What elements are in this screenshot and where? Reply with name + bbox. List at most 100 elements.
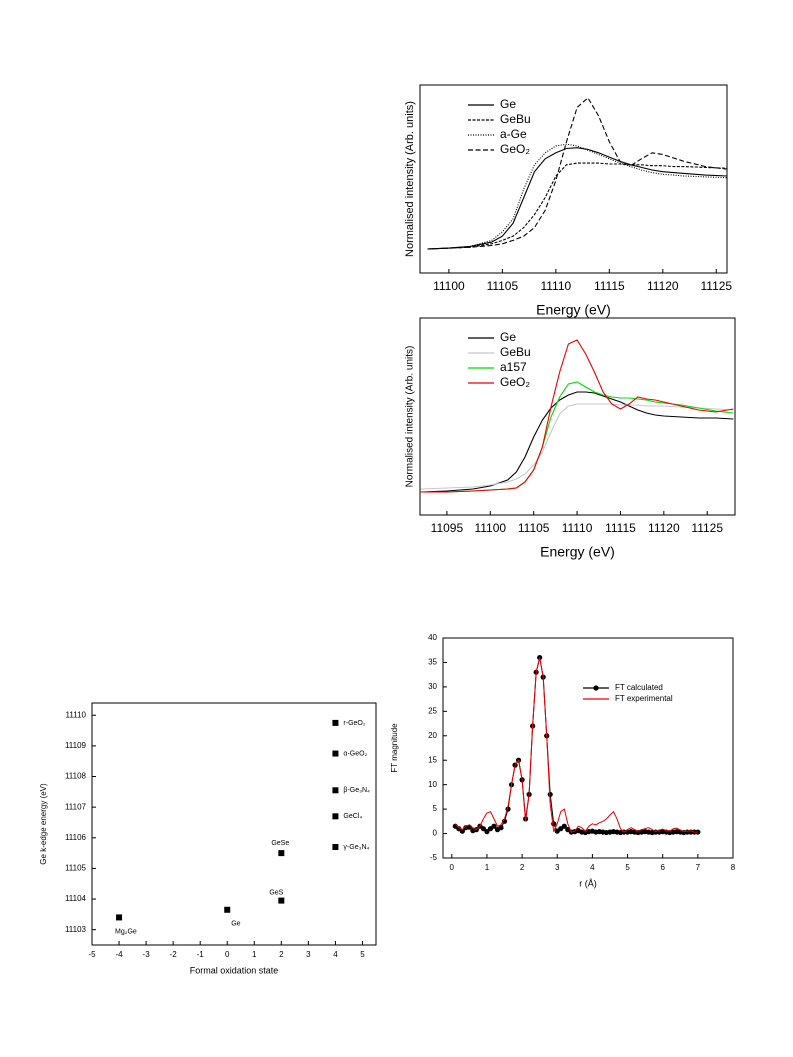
series-line xyxy=(420,381,734,493)
y-tick-label: 11108 xyxy=(65,772,87,781)
x-axis-label: r (Å) xyxy=(579,879,597,889)
legend-marker xyxy=(593,685,599,691)
x-tick-label: 4 xyxy=(333,950,338,959)
y-tick-label: -5 xyxy=(430,853,438,862)
data-point xyxy=(501,818,508,824)
series-line xyxy=(454,657,698,833)
legend-label: GeBu xyxy=(500,345,531,359)
x-tick-label: -3 xyxy=(143,950,151,959)
data-point xyxy=(484,829,490,835)
x-tick-label: 2 xyxy=(520,863,525,872)
x-tick-label: 11120 xyxy=(648,521,680,535)
x-tick-label: 11105 xyxy=(487,279,519,293)
x-tick-label: 5 xyxy=(625,863,630,872)
x-tick-label: 11105 xyxy=(518,521,550,535)
x-tick-label: 11095 xyxy=(431,521,464,535)
plot-frame xyxy=(419,317,736,516)
y-tick-label: 11106 xyxy=(65,833,87,842)
y-tick-label: 11109 xyxy=(65,741,87,750)
x-tick-label: 11115 xyxy=(594,279,625,293)
y-tick-label: 30 xyxy=(428,682,437,691)
point-label: GeS xyxy=(269,889,283,896)
x-tick-label: 1 xyxy=(485,863,490,872)
legend-label: a157 xyxy=(500,360,527,374)
y-tick-label: 11104 xyxy=(65,894,87,903)
data-point xyxy=(278,850,285,857)
x-tick-label: 0 xyxy=(450,863,455,872)
series-line xyxy=(427,147,728,250)
point-label: β-Ge₃N₄ xyxy=(343,787,370,794)
x-tick-label: 11100 xyxy=(474,521,506,535)
plot-frame xyxy=(442,637,734,859)
y-axis-label: Normalised intensity (Arb. units) xyxy=(405,346,416,488)
point-label: GeSe xyxy=(271,840,289,847)
data-point xyxy=(547,791,553,798)
legend-label: Ge xyxy=(500,330,516,344)
x-tick-label: 11125 xyxy=(691,521,723,535)
x-tick-label: 6 xyxy=(660,863,665,872)
point-label: α-GeO₂ xyxy=(343,750,367,757)
x-axis-label: Energy (eV) xyxy=(536,302,611,318)
chart: -5 -4 -3 -2 -1 0 1 2 3 4 5 11103 11104 11105 11106 1110… xyxy=(39,702,377,976)
series-line xyxy=(420,339,734,493)
legend-label: Ge xyxy=(500,97,516,111)
y-tick-label: 40 xyxy=(428,633,437,642)
data-point xyxy=(332,719,339,726)
data-point xyxy=(332,750,339,757)
x-tick-label: 11100 xyxy=(433,279,465,293)
point-label: GeCl₄ xyxy=(343,813,362,820)
x-tick-label: 0 xyxy=(225,950,230,959)
legend-label: FT calculated xyxy=(615,683,663,692)
data-point xyxy=(480,826,487,832)
data-point xyxy=(498,825,504,831)
series-line xyxy=(420,403,734,490)
legend-label: GeO₂ xyxy=(500,375,530,389)
point-label: Ge xyxy=(231,921,240,928)
x-tick-label: 1 xyxy=(252,950,257,959)
x-tick-label: 4 xyxy=(590,863,595,872)
x-tick-label: 11115 xyxy=(605,521,636,535)
y-tick-label: 11103 xyxy=(65,925,87,934)
chart: 0 1 2 3 4 5 6 7 8 -5 0 5 10 15 20 25 30 35 40 r (Å) FT magni… xyxy=(390,633,736,889)
data-point xyxy=(695,829,701,835)
data-point xyxy=(332,787,339,794)
x-tick-label: 7 xyxy=(696,863,701,872)
data-point xyxy=(551,821,557,827)
y-tick-label: 11110 xyxy=(66,710,87,719)
series-line xyxy=(420,391,734,493)
y-tick-label: 11107 xyxy=(65,802,87,811)
data-point xyxy=(224,906,231,913)
y-tick-label: 15 xyxy=(428,755,437,764)
y-tick-label: 11105 xyxy=(65,864,87,873)
chart: 11095 11100 11105 11110 11115 11120 11125 Energ… xyxy=(405,317,736,560)
point-label: r-GeO₂ xyxy=(343,720,365,727)
y-tick-label: 10 xyxy=(428,780,437,789)
data-point xyxy=(278,897,285,904)
chart: 11100 11105 11110 11115 11120 11125 Energy (eV… xyxy=(404,84,733,318)
data-point xyxy=(491,823,497,829)
y-tick-label: 35 xyxy=(428,658,437,667)
point-label: Mg₂Ge xyxy=(115,928,137,935)
series-line xyxy=(427,143,728,250)
x-axis-label: Formal oxidation state xyxy=(190,966,279,976)
y-axis-label: FT magnitude xyxy=(390,723,399,773)
data-point xyxy=(116,914,123,921)
y-axis-label: Normalised intensity (Arb. units) xyxy=(404,101,416,257)
x-tick-label: 2 xyxy=(279,950,284,959)
legend-label: GeBu xyxy=(500,112,531,126)
x-tick-label: 3 xyxy=(306,950,311,959)
x-tick-label: -2 xyxy=(170,950,178,959)
x-tick-label: 11125 xyxy=(701,279,733,293)
y-tick-label: 20 xyxy=(428,731,437,740)
data-point xyxy=(332,843,339,850)
x-tick-label: 11110 xyxy=(540,279,571,293)
legend-label: GeO₂ xyxy=(500,142,530,156)
x-tick-label: 11120 xyxy=(647,279,679,293)
x-tick-label: -5 xyxy=(88,950,96,959)
plot-frame xyxy=(91,702,377,946)
x-axis-label: Energy (eV) xyxy=(540,544,615,560)
data-point xyxy=(561,823,567,829)
legend-label: a-Ge xyxy=(500,127,527,141)
x-tick-label: -1 xyxy=(197,950,205,959)
